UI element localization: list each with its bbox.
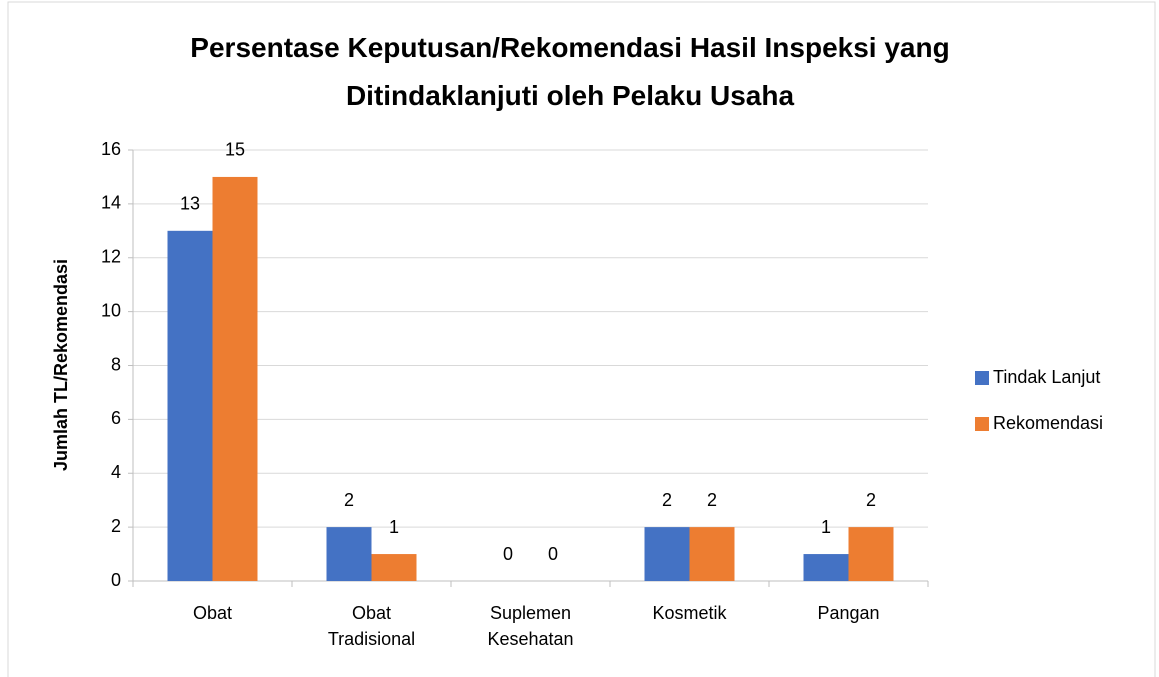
bar: [803, 554, 849, 581]
y-tick-label: 2: [111, 516, 121, 536]
y-tick-label: 12: [101, 247, 121, 267]
data-label: 2: [707, 490, 717, 510]
y-tick-label: 16: [101, 139, 121, 159]
legend-label: Tindak Lanjut: [993, 367, 1100, 387]
x-tick-label: Kosmetik: [652, 603, 727, 623]
data-label: 0: [548, 544, 558, 564]
bar: [167, 230, 213, 581]
x-tick-label: Suplemen Kesehatan: [487, 603, 574, 649]
bar: [644, 527, 690, 581]
legend-label: Rekomendasi: [993, 413, 1103, 433]
bar: [371, 554, 417, 581]
y-tick-label: 4: [111, 462, 121, 482]
data-label: 2: [662, 490, 672, 510]
y-tick-label: 8: [111, 354, 121, 374]
data-label: 2: [866, 490, 876, 510]
data-label: 2: [344, 490, 354, 510]
legend-swatch: [975, 371, 989, 385]
bar: [326, 527, 372, 581]
data-label: 15: [225, 140, 245, 160]
x-tick-label: Pangan: [817, 603, 880, 623]
bar: [689, 527, 735, 581]
bar: [848, 527, 894, 581]
y-axis-label: Jumlah TL/Rekomendasi: [51, 259, 71, 471]
data-label: 1: [389, 517, 399, 537]
y-tick-label: 6: [111, 408, 121, 428]
y-tick-label: 14: [101, 193, 121, 213]
legend-swatch: [975, 417, 989, 431]
x-tick-label: Obat Tradisional: [327, 603, 416, 649]
y-tick-label: 0: [111, 570, 121, 590]
chart-title: Persentase Keputusan/Rekomendasi Hasil I…: [190, 32, 950, 111]
data-label: 1: [821, 517, 831, 537]
x-tick-label: Obat: [192, 603, 233, 623]
y-tick-label: 10: [101, 300, 121, 320]
chart-border: [7, 1, 1156, 677]
data-label: 0: [503, 544, 513, 564]
data-label: 13: [180, 194, 200, 214]
bar: [212, 176, 258, 581]
